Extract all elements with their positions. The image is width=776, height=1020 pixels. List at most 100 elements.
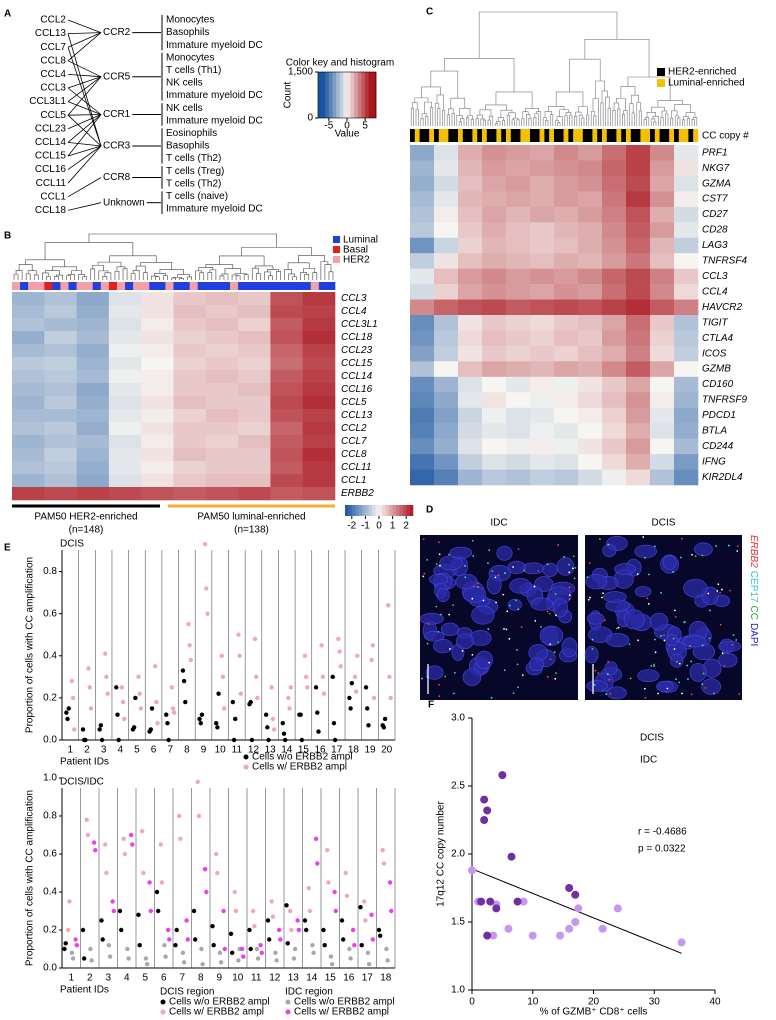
- heatmap-cell: [410, 392, 435, 409]
- signal-dot: [490, 696, 493, 699]
- heatmap-cell: [173, 305, 207, 319]
- point: [299, 737, 305, 743]
- signal-dot: [704, 687, 707, 689]
- point: [388, 695, 393, 701]
- row-label: CD160: [702, 379, 734, 390]
- point: [326, 880, 331, 885]
- key-bin: [351, 505, 356, 516]
- key-bin: [348, 505, 353, 516]
- signal-dot: [503, 669, 506, 672]
- point: [178, 836, 183, 841]
- point: [259, 950, 264, 955]
- nucleus: [449, 546, 473, 559]
- sample-annotation: [149, 282, 158, 290]
- sample-annotation: [294, 282, 303, 290]
- point: [148, 727, 153, 732]
- point: [366, 962, 372, 967]
- nucleus: [528, 657, 544, 672]
- signal-dot: [678, 681, 681, 684]
- heatmap-cell: [141, 487, 174, 501]
- heatmap-cell: [302, 422, 336, 436]
- signal-dot: [687, 678, 689, 680]
- heatmap-cell: [44, 461, 77, 475]
- heatmap-cell: [108, 409, 142, 423]
- point: [136, 912, 141, 917]
- point: [64, 710, 69, 715]
- point: [188, 657, 194, 663]
- point: [362, 899, 367, 904]
- x-tick-label: 10: [527, 997, 539, 1008]
- dendrogram: [251, 267, 259, 280]
- cell-type: T cells (Treg): [166, 166, 224, 177]
- dendrogram: [254, 265, 274, 270]
- signal-dot: [721, 652, 724, 655]
- heatmap-cell: [530, 315, 555, 331]
- heatmap-cell: [410, 237, 435, 254]
- dendrogram: [581, 117, 585, 126]
- heatmap-cell: [434, 206, 459, 223]
- heatmap-cell: [108, 357, 142, 371]
- heatmap-cell: [141, 344, 174, 358]
- heatmap-cell: [76, 396, 110, 410]
- heatmap-cell: [173, 396, 207, 410]
- heatmap-cell: [434, 284, 459, 300]
- heatmap-cell: [173, 422, 207, 436]
- sample-annotation: [108, 282, 118, 290]
- nucleus: [539, 625, 564, 646]
- point: [348, 706, 353, 711]
- signal-dot: [593, 684, 596, 686]
- dendrogram: [623, 110, 628, 126]
- key-axis-label: Count: [283, 81, 294, 108]
- point: [214, 720, 219, 726]
- point: [165, 927, 171, 933]
- dendrogram: [122, 268, 128, 280]
- dendrogram: [605, 96, 610, 126]
- heatmap-cell: [506, 423, 531, 439]
- heatmap-cell: [270, 383, 303, 397]
- heatmap-cell: [674, 299, 699, 316]
- signal-dot: [681, 692, 683, 695]
- sample-annotation: [597, 129, 603, 142]
- nucleus: [718, 640, 742, 652]
- signal-dot: [553, 651, 556, 654]
- heatmap-cell: [173, 292, 207, 306]
- heatmap-cell: [12, 331, 45, 345]
- point: [170, 706, 176, 711]
- heatmap-cell: [602, 392, 627, 409]
- y-axis-label: 17q12 CC copy number: [436, 801, 447, 907]
- heatmap-cell: [626, 423, 651, 439]
- annotation: p = 0.0322: [638, 844, 686, 855]
- dendrogram: [458, 121, 462, 126]
- sample-annotation: [558, 129, 564, 142]
- dendrogram: [466, 117, 470, 126]
- sample-annotation: [125, 282, 134, 290]
- ligand: CCL18: [35, 205, 67, 216]
- heatmap-cell: [108, 383, 142, 397]
- heatmap-cell: [650, 268, 675, 285]
- signal-dot: [515, 599, 517, 602]
- x-tick-label: 5: [134, 745, 140, 756]
- point: [371, 695, 377, 701]
- dendrogram: [18, 264, 33, 271]
- dendrogram: [235, 275, 241, 280]
- point: [288, 908, 293, 914]
- dendrogram: [82, 276, 87, 280]
- sample-annotation: [92, 282, 102, 290]
- sample-annotation: [683, 129, 689, 142]
- signal-dot: [646, 597, 649, 600]
- heatmap-cell: [270, 331, 303, 345]
- link: [67, 142, 102, 147]
- signal-dot: [516, 663, 519, 666]
- x-tick-label: 14: [306, 973, 318, 984]
- heatmap-cell: [626, 237, 651, 254]
- point: [280, 720, 285, 726]
- link: [67, 74, 102, 78]
- link: [67, 32, 102, 62]
- point: [332, 889, 337, 895]
- sample-annotation: [221, 282, 231, 290]
- heatmap-cell: [434, 253, 459, 269]
- sample-annotation: [477, 129, 483, 142]
- key-tick-label: -5: [324, 121, 333, 132]
- heatmap-cell: [12, 435, 45, 449]
- key-bin: [368, 505, 373, 516]
